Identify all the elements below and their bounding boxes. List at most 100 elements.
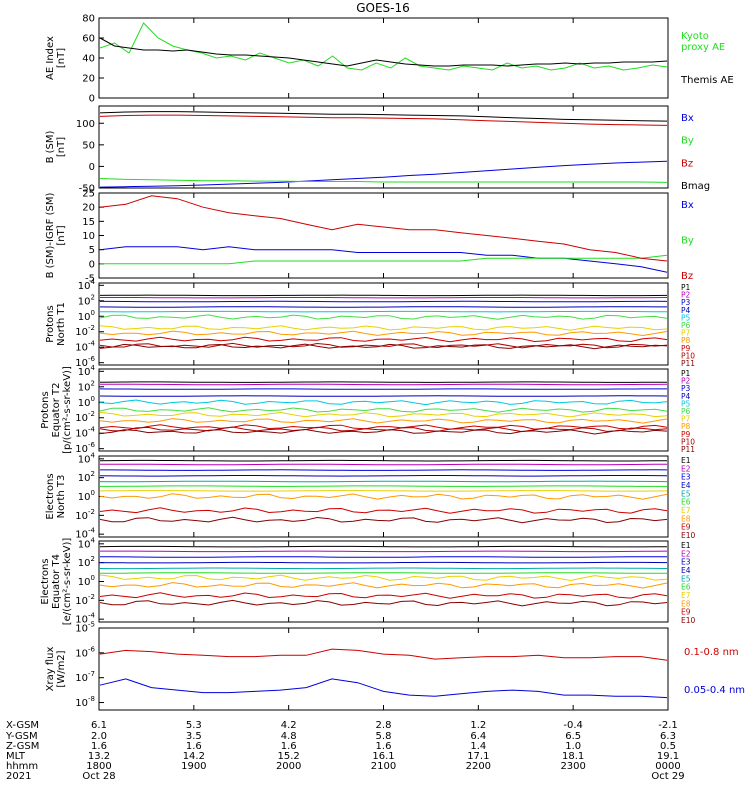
axis-row-label: Z-GSM: [6, 741, 39, 752]
legend-entry: P4: [681, 306, 691, 315]
ytick-label: 20: [82, 203, 95, 214]
axis-cell: 2.8: [376, 720, 392, 731]
legend-entry: 0.05-0.4 nm: [684, 685, 745, 696]
ytick-label: 102: [78, 555, 95, 569]
axis-cell: Oct 29: [651, 771, 684, 782]
axis-cell: 1.2: [470, 720, 486, 731]
series-line: [99, 325, 668, 331]
axis-row-label: MLT: [6, 751, 26, 762]
axis-row-label: X-GSM: [6, 720, 39, 731]
series-line: [99, 572, 667, 574]
axis-cell: 1900: [181, 761, 206, 772]
series-line: [99, 428, 668, 435]
legend-entry: E9: [681, 523, 691, 532]
series-line: [99, 383, 668, 386]
legend-entry: E3: [681, 558, 691, 567]
legend-entry: E3: [681, 473, 691, 482]
legend-entry: Bx: [681, 113, 694, 124]
ytick-label: 10-7: [75, 670, 95, 684]
series-line: [100, 469, 668, 471]
panel-3: B (SM)-IGRF (SM) [nT] -5 0 5 10 15 20 25 Bx By Bz: [45, 189, 694, 285]
legend-entry: E1: [681, 456, 691, 465]
series-line: [99, 160, 668, 188]
panel-frame: [98, 540, 669, 623]
legend-entry: Bz: [681, 271, 693, 282]
ytick-label: 10-2: [75, 593, 95, 607]
legend-entry: E7: [681, 591, 691, 600]
panel-ylabel: [W/m2]: [56, 650, 67, 687]
series-line: [99, 424, 668, 430]
legend-entry: P2: [681, 291, 691, 300]
ytick-label: 102: [78, 293, 95, 307]
axis-cell: 2300: [560, 761, 585, 772]
axis-cell: 15.2: [278, 751, 300, 762]
ytick-label: 0: [89, 94, 95, 105]
panel-ylabel: North T1: [56, 302, 67, 346]
series-line: [99, 399, 668, 406]
series-line: [99, 426, 668, 433]
series-line: [99, 493, 668, 500]
axis-cell: 18.1: [562, 751, 584, 762]
series-line: [99, 343, 668, 350]
legend-entry: E6: [681, 498, 691, 507]
axis-cell: 1.6: [281, 741, 297, 752]
ytick-label: 10-6: [75, 645, 95, 659]
axis-cell: 4.8: [281, 731, 297, 742]
ytick-label: 10-2: [75, 324, 95, 338]
legend-entry: P1: [681, 369, 691, 378]
legend-entry: P2: [681, 377, 691, 386]
panel-ylabel: Electrons: [45, 473, 56, 519]
ytick-label: 104: [78, 364, 96, 378]
ytick-label: 10-4: [75, 426, 95, 440]
legend-entry: E7: [681, 506, 691, 515]
series-line: [100, 310, 668, 313]
ytick-label: 20: [82, 74, 95, 85]
legend-entry: P7: [681, 329, 691, 338]
ytick-label: 0: [89, 259, 95, 270]
series-line: [99, 22, 668, 71]
legend-entry: Bx: [681, 200, 694, 211]
axis-cell: 6.5: [565, 731, 581, 742]
axis-cell: 2200: [466, 761, 491, 772]
ytick-label: 10: [82, 231, 95, 242]
series-line: [100, 485, 667, 487]
series-line: [99, 114, 668, 126]
series-line: [99, 330, 668, 337]
axis-cell: 1.6: [91, 741, 107, 752]
axis-row-label: Y-GSM: [5, 731, 38, 742]
series-line: [99, 490, 668, 492]
legend-entry: Bmag: [681, 181, 710, 192]
series-line: [99, 648, 668, 661]
panel-ylabel: AE Index: [45, 36, 56, 80]
panel-4: Protons North T110410210010-210-410-6P1P2…: [45, 278, 695, 369]
legend-entry: By: [681, 236, 694, 247]
series-line: [99, 37, 668, 67]
ytick-label: -50: [79, 184, 95, 195]
series-line: [99, 178, 668, 183]
panel-ylabel: North T3: [56, 475, 67, 519]
axis-row-label: 2021: [6, 771, 31, 782]
series-line: [99, 111, 668, 122]
series-line: [99, 475, 668, 477]
axis-cell: 1.4: [470, 741, 486, 752]
series-line: [100, 550, 668, 553]
ytick-label: 100: [78, 309, 95, 323]
ytick-label: 5: [89, 245, 95, 256]
panel-ylabel: Protons: [45, 305, 56, 342]
legend-entry: E1: [681, 541, 691, 550]
series-line: [99, 336, 668, 343]
panel-6: Electrons North T310410210010-210-4E1E2E3…: [45, 451, 696, 540]
panel-ylabel: Xray flux: [45, 647, 56, 692]
panel-ylabel: Equator T4: [51, 554, 62, 609]
series-line: [99, 592, 668, 599]
series-line: [100, 300, 668, 303]
ytick-label: 10-2: [75, 508, 95, 522]
axis-cell: 6.3: [660, 731, 676, 742]
panel-frame: [98, 368, 669, 452]
panel-frame: [98, 455, 669, 538]
legend-entry: E4: [681, 566, 691, 575]
legend-entry: P5: [681, 399, 691, 408]
ytick-label: 15: [82, 217, 95, 228]
panel-8: Xray flux [W/m2] 10-5 10-6 10-7 10-8 0.1-0.8 n…: [45, 621, 745, 711]
series-line: [99, 545, 668, 548]
